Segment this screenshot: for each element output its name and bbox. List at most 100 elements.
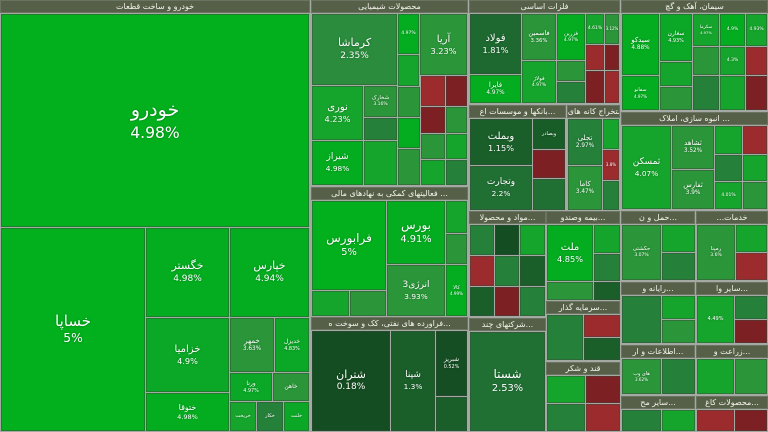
treemap-cell[interactable]	[605, 45, 619, 70]
treemap-cell[interactable]: وتجارت 2.2%	[470, 166, 532, 210]
treemap-cell[interactable]	[446, 107, 467, 133]
treemap-cell[interactable]: ختوقا 4.98%	[146, 393, 229, 431]
sector-header[interactable]: ...سایر مح	[621, 396, 695, 409]
treemap-cell[interactable]	[421, 107, 445, 133]
sector-header[interactable]: ... انبوه سازی، املاک	[621, 112, 768, 125]
treemap-cell[interactable]: 4.01%	[715, 182, 742, 209]
treemap-cell[interactable]: خکار	[257, 402, 283, 431]
treemap-cell[interactable]	[735, 320, 767, 343]
treemap-cell[interactable]	[533, 150, 565, 178]
treemap-cell[interactable]	[557, 61, 585, 81]
treemap-cell[interactable]	[436, 397, 467, 431]
treemap-cell[interactable]: تجلی 2.97%	[568, 119, 602, 165]
treemap-cell[interactable]	[446, 76, 467, 106]
treemap-cell[interactable]	[715, 155, 742, 181]
treemap-cell[interactable]: حکشتی 3.07%	[622, 225, 661, 280]
treemap-cell[interactable]	[697, 410, 734, 431]
treemap-cell[interactable]	[584, 338, 620, 360]
treemap-cell[interactable]: فایرا 4.97%	[470, 75, 521, 103]
treemap-cell[interactable]: ثفارس 3.9%	[672, 170, 714, 209]
treemap-cell[interactable]	[547, 376, 585, 403]
treemap-cell[interactable]	[662, 410, 695, 431]
treemap-cell[interactable]	[736, 225, 767, 252]
treemap-cell[interactable]	[586, 404, 620, 431]
treemap-cell[interactable]	[446, 234, 467, 264]
treemap-cell[interactable]	[693, 76, 719, 110]
sector-header[interactable]: ...سایر وا	[696, 282, 768, 295]
treemap-cell[interactable]: آریا 3.23%	[420, 14, 467, 75]
sector-header[interactable]: خودرو و ساخت قطعات	[0, 0, 310, 13]
treemap-cell[interactable]	[421, 160, 445, 185]
treemap-cell[interactable]	[398, 55, 419, 86]
treemap-cell[interactable]: سفانو 4.97%	[622, 76, 659, 110]
treemap-cell[interactable]: کاما 3.47%	[568, 166, 602, 210]
treemap-cell[interactable]: ثمسکن 4.07%	[622, 126, 671, 209]
sector-header[interactable]: ...سرمایه گذار	[546, 301, 620, 314]
sector-header[interactable]: ...بانکها و موسسات اع	[469, 105, 566, 118]
treemap-cell[interactable]	[547, 282, 593, 300]
treemap-cell[interactable]	[662, 253, 695, 280]
treemap-cell[interactable]: خساپا 5%	[1, 228, 145, 431]
treemap-cell[interactable]: شیراز 4.98%	[312, 141, 363, 185]
treemap-cell[interactable]	[715, 126, 742, 154]
treemap-cell[interactable]	[495, 225, 519, 255]
treemap-cell[interactable]	[746, 76, 767, 110]
treemap-cell[interactable]	[312, 291, 349, 316]
treemap-cell[interactable]: فاسمین 3.36%	[522, 14, 556, 60]
treemap-cell[interactable]: خریخت	[230, 402, 256, 431]
treemap-cell[interactable]: شپنا 1.3%	[391, 331, 435, 431]
treemap-cell[interactable]: خپارس 4.94%	[230, 228, 309, 317]
treemap-cell[interactable]	[662, 296, 695, 319]
sector-header[interactable]: ...محصولات کاغ	[696, 396, 768, 409]
treemap-cell[interactable]: 3.8%	[603, 150, 619, 180]
treemap-cell[interactable]	[446, 134, 467, 159]
treemap-cell[interactable]	[470, 287, 494, 316]
treemap-cell[interactable]	[594, 225, 620, 253]
treemap-cell[interactable]	[364, 141, 397, 185]
treemap-cell[interactable]: کالا 4.99%	[446, 265, 467, 316]
treemap-cell[interactable]	[594, 254, 620, 281]
treemap-cell[interactable]	[547, 404, 585, 431]
treemap-cell[interactable]: سغارن 4.93%	[660, 14, 692, 61]
treemap-cell[interactable]: شتران 0.18%	[312, 331, 390, 431]
treemap-cell[interactable]: فرابورس 5%	[312, 201, 386, 290]
treemap-cell[interactable]: 4.61%	[586, 14, 604, 44]
treemap-cell[interactable]: خدیزل 4.83%	[275, 318, 309, 372]
sector-header[interactable]: سیمان، آهک و گچ	[621, 0, 768, 13]
treemap-cell[interactable]	[746, 47, 767, 75]
treemap-cell[interactable]: 4.9%	[720, 14, 745, 46]
treemap-cell[interactable]: ثشاهد 3.52%	[672, 126, 714, 169]
treemap-cell[interactable]	[421, 134, 445, 159]
treemap-cell[interactable]: فزرین 4.97%	[557, 14, 585, 60]
sector-header[interactable]: فلزات اساسی	[469, 0, 620, 13]
treemap-cell[interactable]: 4.97%	[398, 14, 419, 54]
treemap-cell[interactable]	[622, 296, 661, 343]
treemap-cell[interactable]	[520, 225, 545, 255]
sector-header[interactable]: ...رایانه و	[621, 282, 695, 295]
treemap-cell[interactable]	[736, 253, 767, 280]
treemap-cell[interactable]: شستا 2.53%	[470, 332, 545, 431]
treemap-cell[interactable]	[603, 119, 619, 149]
treemap-cell[interactable]	[398, 87, 420, 117]
treemap-cell[interactable]	[660, 62, 692, 86]
treemap-cell[interactable]	[533, 179, 565, 210]
treemap-cell[interactable]	[662, 359, 695, 394]
treemap-cell[interactable]: نوری 4.23%	[312, 86, 363, 140]
treemap-cell[interactable]	[495, 256, 519, 286]
treemap-cell[interactable]: 3.12%	[605, 14, 619, 44]
sector-header[interactable]: ...شرکتهای چند	[469, 318, 546, 331]
treemap-cell[interactable]	[547, 315, 583, 360]
treemap-cell[interactable]	[662, 320, 695, 343]
treemap-cell[interactable]	[446, 201, 467, 233]
treemap-cell[interactable]	[735, 410, 767, 431]
treemap-cell[interactable]	[586, 71, 604, 103]
treemap-cell[interactable]	[398, 118, 420, 148]
sector-header[interactable]: محصولات شیمیایی	[311, 0, 468, 13]
sector-header[interactable]: ...بیمه وصندو	[546, 211, 620, 224]
treemap-cell[interactable]	[622, 410, 661, 431]
treemap-cell[interactable]: شبریز 0.52%	[436, 331, 467, 396]
treemap-cell[interactable]	[697, 359, 734, 394]
treemap-cell[interactable]	[594, 282, 620, 300]
sector-header[interactable]: ...اطلاعات و ار	[621, 345, 695, 358]
treemap-cell[interactable]	[584, 315, 620, 337]
